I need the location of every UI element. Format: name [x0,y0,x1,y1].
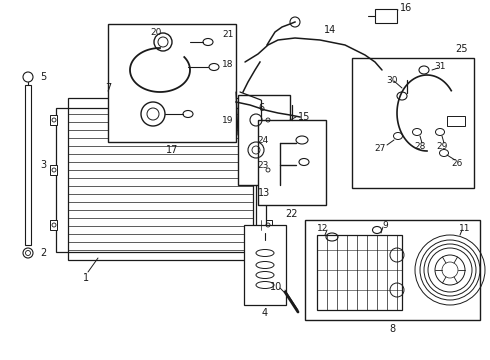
Text: 30: 30 [386,76,398,85]
Bar [108,24,236,142]
Text: 31: 31 [434,62,446,71]
Bar [56,108,68,252]
Bar [265,220,272,230]
Text: 5: 5 [40,72,46,82]
Bar [25,85,31,245]
Text: 23: 23 [257,161,269,170]
Text: 12: 12 [318,224,329,233]
Text: 20: 20 [150,27,162,36]
Bar [68,98,253,108]
Text: 10: 10 [270,282,282,292]
Text: 25: 25 [456,44,468,54]
Text: 19: 19 [222,116,234,125]
Bar [352,58,474,188]
Bar [238,95,290,185]
Text: 9: 9 [382,220,388,230]
Bar [50,115,57,125]
Text: 28: 28 [415,141,426,150]
Text: 4: 4 [262,308,268,318]
Text: 21: 21 [222,30,234,39]
Text: 7: 7 [105,83,111,93]
Text: 27: 27 [374,144,386,153]
Bar [375,9,397,23]
Text: 3: 3 [40,160,46,170]
Bar [256,120,266,230]
Text: 6: 6 [258,103,264,113]
Text: 22: 22 [286,209,298,219]
Bar [50,165,57,175]
Bar [305,220,480,320]
Text: 16: 16 [400,3,412,13]
Text: 17: 17 [166,145,178,155]
Text: 11: 11 [459,224,471,233]
Text: 15: 15 [298,112,310,122]
Bar [317,235,402,310]
Text: 8: 8 [389,324,395,334]
Bar [68,252,253,260]
Bar [253,108,265,252]
Text: 18: 18 [222,59,234,68]
Text: 24: 24 [257,135,269,144]
Text: 13: 13 [258,188,270,198]
Text: 2: 2 [40,248,46,258]
Bar [447,116,465,126]
Bar [265,165,272,175]
Text: 14: 14 [324,25,336,35]
Bar [50,220,57,230]
Bar [244,225,286,305]
Bar [265,115,272,125]
Text: 1: 1 [83,273,89,283]
Text: 26: 26 [451,158,463,167]
Text: 29: 29 [436,141,448,150]
Bar [258,120,326,205]
